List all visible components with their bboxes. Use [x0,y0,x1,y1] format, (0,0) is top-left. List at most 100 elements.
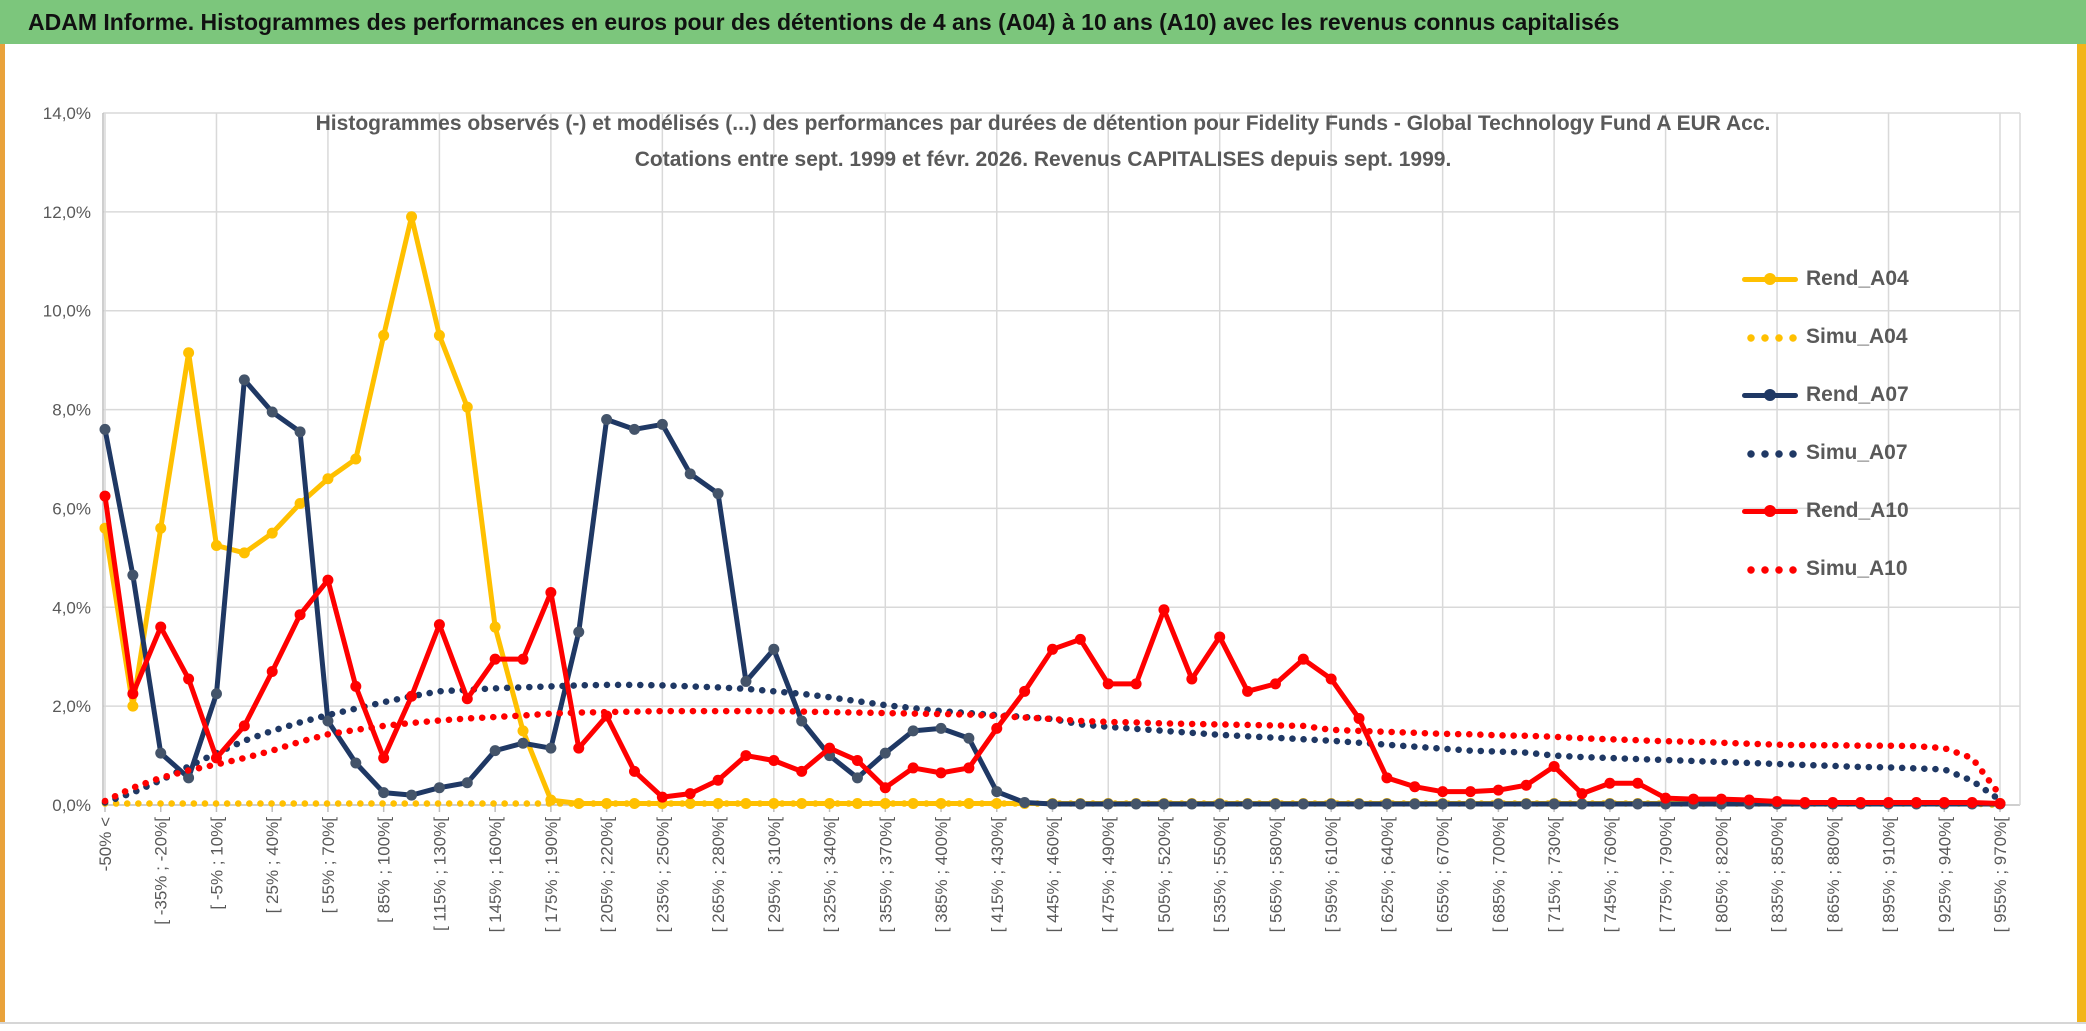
legend-label: Rend_A07 [1806,383,1909,406]
marker-rend_a10 [1660,792,1672,804]
marker-rend_a10 [740,750,752,762]
marker-rend_a10 [1297,653,1309,665]
marker-rend_a10 [1214,631,1226,643]
series-simu_a07-line [101,681,2004,806]
legend-item-rend-a07: Rend_A07 [1742,366,1909,424]
marker-rend_a07 [1242,798,1254,810]
simu-a10-dotted-icon [1742,564,1798,574]
marker-rend_a07 [1102,798,1114,810]
marker-rend_a07 [656,418,668,430]
marker-rend_a07 [127,569,139,581]
chart-legend: Rend_A04 Simu_A04 Rend_A07 Simu_A07 Rend… [1742,250,1909,598]
marker-rend_a10 [879,782,891,794]
marker-rend_a10 [1520,779,1532,791]
marker-rend_a04 [183,347,195,359]
marker-rend_a07 [573,626,585,638]
marker-rend_a04 [378,329,390,341]
marker-rend_a10 [1604,777,1616,789]
marker-rend_a10 [517,653,529,665]
marker-rend_a07 [489,745,501,757]
marker-rend_a10 [851,755,863,767]
marker-rend_a10 [461,693,473,705]
marker-rend_a07 [350,757,362,769]
x-axis-label: [ 475% ; 490%[ [1099,817,1118,933]
marker-rend_a10 [1019,685,1031,697]
x-axis-label: -50% < [96,817,115,871]
marker-rend_a07 [1492,798,1504,810]
marker-rend_a10 [1409,781,1421,793]
marker-rend_a10 [1269,678,1281,690]
marker-rend_a10 [1492,784,1504,796]
marker-rend_a10 [378,752,390,764]
marker-rend_a10 [155,621,167,633]
legend-label: Simu_A04 [1806,325,1908,348]
x-axis-label: [ -5% ; 10%[ [207,817,226,910]
marker-rend_a07 [1019,797,1031,809]
marker-rend_a04 [266,527,278,539]
x-axis-label: [ 205% ; 220%[ [598,817,617,933]
marker-rend_a07 [322,715,334,727]
marker-rend_a10 [1855,797,1867,809]
marker-rend_a04 [294,497,306,509]
marker-rend_a07 [238,374,250,386]
marker-rend_a07 [1548,798,1560,810]
series-simu_a10-line [101,707,2004,805]
marker-rend_a10 [127,688,139,700]
y-axis-label: 8,0% [52,401,91,420]
marker-rend_a04 [461,401,473,413]
marker-rend_a07 [991,786,1003,798]
marker-rend_a07 [461,777,473,789]
marker-rend_a10 [1994,798,2006,810]
marker-rend_a07 [879,747,891,759]
x-axis-label: [ 835% ; 850%[ [1768,817,1787,933]
marker-rend_a10 [322,574,334,586]
marker-rend_a07 [851,772,863,784]
chart-area: 0,0% 2,0% 4,0% 6,0% 8,0% 10,0% 12,0% 14,0% -50% … [0,44,2086,1031]
marker-rend_a10 [1325,673,1337,685]
marker-rend_a10 [1883,797,1895,809]
marker-rend_a07 [1269,798,1281,810]
x-axis-label: [ 865% ; 880%[ [1824,817,1843,933]
x-axis-label: [ 265% ; 280%[ [709,817,728,933]
marker-rend_a10 [1186,673,1198,685]
marker-rend_a10 [1743,794,1755,806]
y-axis-label: 6,0% [52,499,91,518]
marker-rend_a07 [1632,798,1644,810]
marker-rend_a07 [210,688,222,700]
right-accent-strip [2077,44,2086,1024]
marker-rend_a07 [433,782,445,794]
marker-rend_a10 [712,774,724,786]
x-axis-label: [ 685% ; 700%[ [1489,817,1508,933]
marker-rend_a07 [1465,798,1477,810]
marker-rend_a07 [1297,798,1309,810]
marker-rend_a04 [406,211,418,223]
marker-rend_a07 [963,732,975,744]
y-axis-label: 14,0% [43,104,91,123]
rend-a10-line-icon [1742,505,1798,517]
marker-rend_a10 [1715,793,1727,805]
marker-rend_a07 [545,742,557,754]
marker-rend_a07 [768,643,780,655]
marker-rend_a04 [155,522,167,534]
marker-rend_a07 [684,468,696,480]
marker-rend_a10 [1465,786,1477,798]
marker-rend_a10 [406,690,418,702]
rend-a07-line-icon [1742,389,1798,401]
legend-item-simu-a07: Simu_A07 [1742,424,1909,482]
x-axis-label: [ 595% ; 610%[ [1322,817,1341,933]
marker-rend_a07 [1186,798,1198,810]
marker-rend_a04 [489,621,501,633]
x-axis-label: [ 25% ; 40%[ [263,817,282,914]
marker-rend_a07 [712,488,724,500]
marker-rend_a10 [656,791,668,803]
marker-rend_a10 [433,619,445,631]
x-axis-label: [ 235% ; 250%[ [653,817,672,933]
marker-rend_a04 [238,547,250,559]
marker-rend_a10 [1771,796,1783,808]
marker-rend_a10 [1353,713,1365,724]
bottom-divider [0,1022,2086,1024]
marker-rend_a10 [684,788,696,800]
marker-rend_a10 [266,666,278,678]
legend-item-simu-a04: Simu_A04 [1742,308,1909,366]
marker-rend_a04 [322,473,334,485]
